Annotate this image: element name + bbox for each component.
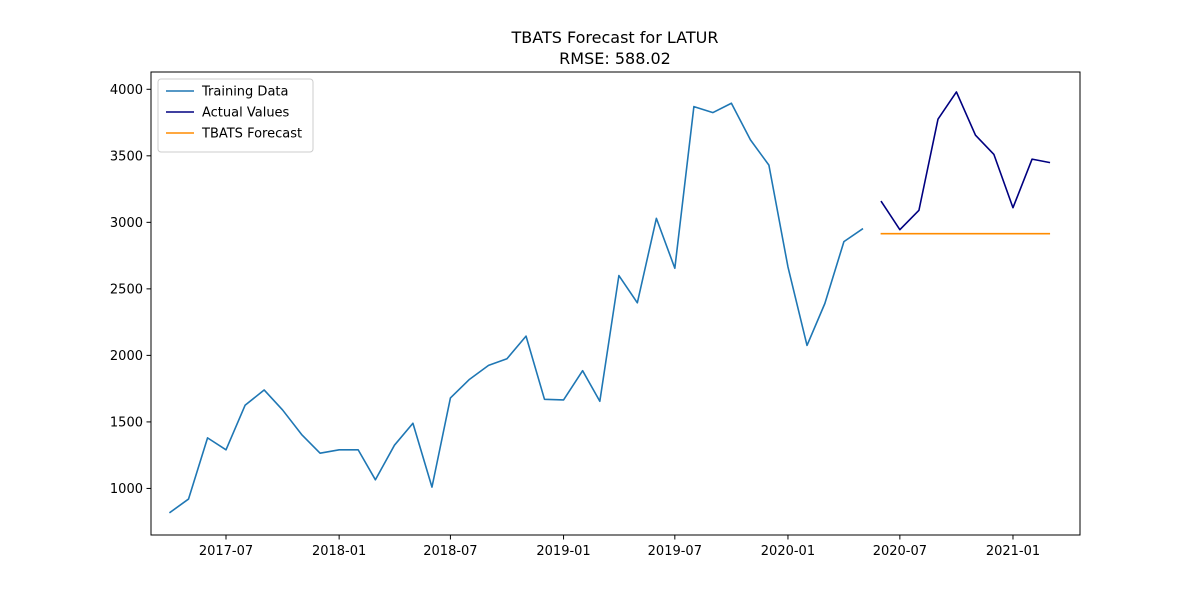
chart-subtitle: RMSE: 588.02 — [559, 49, 671, 68]
x-tick-label: 2019-07 — [648, 544, 702, 559]
axes-frame — [150, 71, 1081, 536]
y-tick-label: 4000 — [110, 83, 143, 98]
series-line-training-data — [168, 102, 864, 514]
plot-area: 2017-07 2018-01 2018-07 2019-01 2019-07 2020-… — [110, 71, 1081, 559]
legend-label: Actual Values — [202, 106, 290, 121]
y-tick-label: 1000 — [110, 482, 143, 497]
legend-box — [157, 78, 314, 153]
x-tick-label: 2021-01 — [986, 544, 1040, 559]
series-line-actual-values — [880, 91, 1051, 231]
x-tick-label: 2020-01 — [761, 544, 815, 559]
y-tick-label: 3500 — [110, 149, 143, 164]
y-tick-label: 2000 — [110, 349, 143, 364]
x-tick-label: 2018-07 — [423, 544, 477, 559]
y-tick-label: 1500 — [110, 415, 143, 430]
legend-label: TBATS Forecast — [201, 127, 302, 142]
y-tick-label: 3000 — [110, 216, 143, 231]
x-tick-label: 2020-07 — [873, 544, 927, 559]
x-tick-label: 2019-01 — [536, 544, 590, 559]
y-tick-label: 2500 — [110, 282, 143, 297]
legend: Training Data Actual Values TBATS Forecast — [157, 78, 314, 153]
chart-title: TBATS Forecast for LATUR — [511, 28, 719, 47]
x-tick-label: 2018-01 — [312, 544, 366, 559]
x-tick-label: 2017-07 — [199, 544, 253, 559]
legend-label: Training Data — [201, 85, 288, 100]
